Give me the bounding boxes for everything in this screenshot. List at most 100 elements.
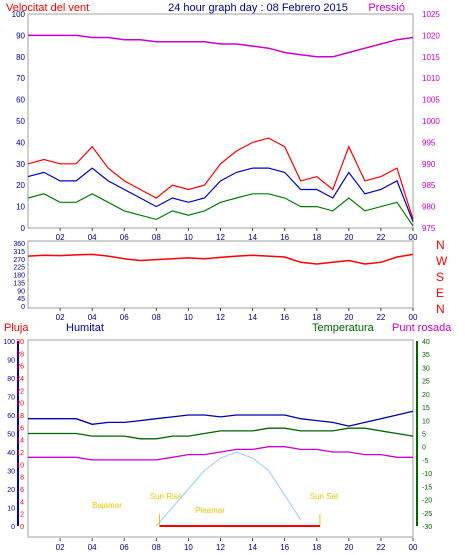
wind-y-tick-label: 10 bbox=[16, 203, 25, 212]
temperature-y-tick-label: 0 bbox=[422, 445, 426, 452]
rain-label: Pluja bbox=[4, 322, 29, 334]
wind-y-tick-label: 20 bbox=[16, 181, 25, 190]
rain-y-tick-label: 6 bbox=[20, 487, 24, 494]
wind-x-tick-label: 06 bbox=[120, 233, 129, 242]
temperature-y-tick-label: -5 bbox=[422, 458, 428, 465]
direction-n-bottom: N bbox=[436, 302, 445, 316]
direction-y-tick-label: 270 bbox=[13, 257, 25, 264]
series-temperature bbox=[28, 427, 414, 440]
humidity-y-tick-label: 100 bbox=[3, 339, 15, 346]
wind-y-tick-label: 80 bbox=[16, 53, 25, 62]
direction-w: W bbox=[436, 254, 448, 268]
rain-y-tick-label: 30 bbox=[16, 339, 24, 346]
temperature-y-tick-label: 10 bbox=[422, 418, 430, 425]
direction-x-tick-label: 14 bbox=[248, 313, 257, 322]
climate-x-tick-label: 06 bbox=[120, 543, 129, 552]
wind-x-tick-label: 02 bbox=[56, 233, 65, 242]
direction-x-tick-label: 16 bbox=[280, 313, 289, 322]
climate-x-tick-label: 10 bbox=[184, 543, 193, 552]
pressure-y-tick-label: 975 bbox=[422, 224, 436, 233]
wind-panel-frame bbox=[27, 13, 414, 229]
climate-x-tick-label: 00 bbox=[409, 543, 418, 552]
temperature-y-tick-label: 40 bbox=[422, 339, 430, 346]
direction-x-tick-label: 18 bbox=[312, 313, 321, 322]
direction-y-tick-label: 315 bbox=[13, 249, 25, 256]
climate-x-tick-label: 12 bbox=[216, 543, 225, 552]
climate-x-tick-label: 22 bbox=[376, 543, 385, 552]
humidity-y-tick-label: 30 bbox=[7, 469, 15, 476]
direction-y-tick-label: 360 bbox=[13, 241, 25, 248]
humidity-y-tick-label: 50 bbox=[7, 432, 15, 439]
direction-x-tick-label: 04 bbox=[88, 313, 97, 322]
rain-y-tick-label: 26 bbox=[16, 364, 24, 371]
direction-panel-frame bbox=[27, 240, 414, 309]
wind-x-tick-label: 04 bbox=[88, 233, 97, 242]
temperature-y-tick-label: 15 bbox=[422, 405, 430, 412]
rain-y-tick-label: 10 bbox=[16, 462, 24, 469]
direction-s: S bbox=[436, 270, 444, 284]
direction-x-tick-label: 22 bbox=[376, 313, 385, 322]
header-date-title: 24 hour graph day : 08 Febrero 2015 bbox=[168, 2, 348, 14]
direction-e: E bbox=[436, 286, 444, 300]
series-wind_direction bbox=[27, 253, 414, 265]
wind-x-tick-label: 18 bbox=[312, 233, 321, 242]
humidity-y-tick-label: 90 bbox=[7, 358, 15, 365]
temperature-y-tick-label: -25 bbox=[422, 511, 432, 518]
wind-y-tick-label: 100 bbox=[12, 10, 26, 19]
rain-y-tick-label: 14 bbox=[16, 438, 24, 445]
rain-y-tick-label: 20 bbox=[16, 401, 24, 408]
low-tide-annotation: Pleamar bbox=[195, 506, 225, 515]
wind-x-tick-label: 14 bbox=[248, 233, 257, 242]
rain-y-tick-label: 4 bbox=[20, 499, 24, 506]
humidity-y-tick-label: 80 bbox=[7, 376, 15, 383]
humidity-y-tick-label: 70 bbox=[7, 395, 15, 402]
series-wind_avg bbox=[27, 167, 414, 222]
direction-y-tick-label: 45 bbox=[17, 296, 25, 303]
humidity-y-tick-label: 40 bbox=[7, 450, 15, 457]
direction-x-tick-label: 02 bbox=[56, 313, 65, 322]
temperature-y-tick-label: -15 bbox=[422, 484, 432, 491]
temperature-y-tick-label: -20 bbox=[422, 498, 432, 505]
rain-y-tick-label: 16 bbox=[16, 425, 24, 432]
sun-rise-annotation: Sun Rise bbox=[150, 492, 183, 501]
wind-y-tick-label: 50 bbox=[16, 117, 25, 126]
series-wind_max bbox=[27, 137, 414, 220]
humidity-y-tick-label: 20 bbox=[7, 487, 15, 494]
wind-chart: 0102030405060708090100975980985990995100… bbox=[12, 10, 441, 242]
climate-x-tick-label: 14 bbox=[248, 543, 257, 552]
direction-n-top: N bbox=[436, 238, 445, 252]
rain-y-tick-label: 18 bbox=[16, 413, 24, 420]
wind-x-tick-label: 00 bbox=[409, 233, 418, 242]
climate-x-tick-label: 20 bbox=[344, 543, 353, 552]
direction-x-tick-label: 10 bbox=[184, 313, 193, 322]
rain-y-tick-label: 2 bbox=[20, 512, 24, 519]
temperature-y-tick-label: 20 bbox=[422, 392, 430, 399]
wind-y-tick-label: 60 bbox=[16, 96, 25, 105]
series-dewpoint bbox=[28, 446, 413, 461]
temperature-y-tick-label: 5 bbox=[422, 432, 426, 439]
wind-x-tick-label: 08 bbox=[152, 233, 161, 242]
humidity-y-tick-label: 0 bbox=[11, 524, 15, 531]
climate-x-tick-label: 08 bbox=[152, 543, 161, 552]
rain-y-tick-label: 8 bbox=[20, 475, 24, 482]
wind-y-tick-label: 90 bbox=[16, 31, 25, 40]
header-wind-label: Velocitat del vent bbox=[6, 2, 89, 14]
pressure-y-tick-label: 995 bbox=[422, 138, 436, 147]
temperature-y-tick-label: -30 bbox=[422, 524, 432, 531]
wind-x-tick-label: 16 bbox=[280, 233, 289, 242]
pressure-y-tick-label: 1025 bbox=[422, 10, 440, 19]
pressure-y-tick-label: 990 bbox=[422, 160, 436, 169]
series-sun_elevation bbox=[155, 451, 302, 527]
wind-x-tick-label: 22 bbox=[376, 233, 385, 242]
pressure-y-tick-label: 1015 bbox=[422, 53, 440, 62]
pressure-y-tick-label: 1005 bbox=[422, 96, 440, 105]
direction-x-tick-label: 06 bbox=[120, 313, 129, 322]
rain-y-tick-label: 12 bbox=[16, 450, 24, 457]
rain-y-tick-label: 0 bbox=[20, 524, 24, 531]
direction-y-tick-label: 225 bbox=[13, 265, 25, 272]
temperature-y-tick-label: 25 bbox=[422, 379, 430, 386]
direction-x-tick-label: 08 bbox=[152, 313, 161, 322]
header-pressure-label: Pressió bbox=[368, 2, 405, 14]
